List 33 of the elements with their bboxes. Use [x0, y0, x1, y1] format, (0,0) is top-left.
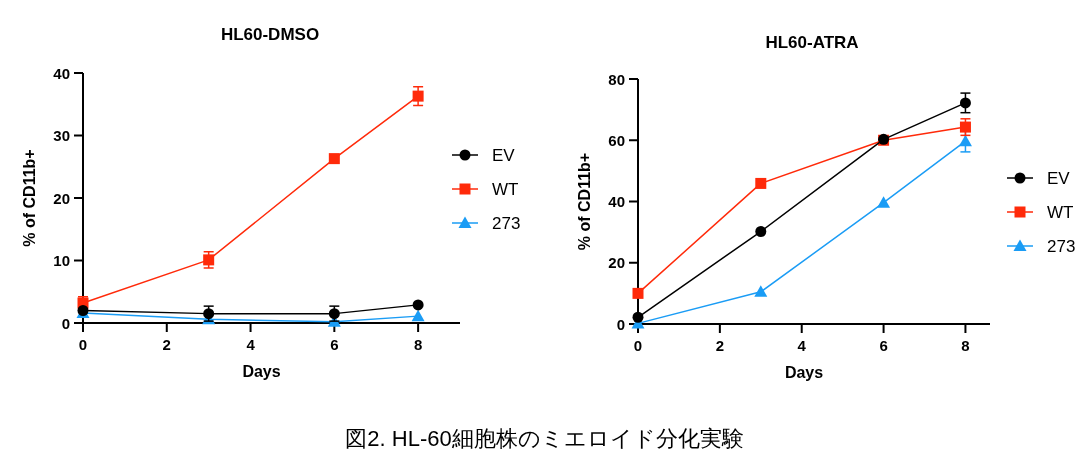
x-tick-label: 4: [246, 336, 256, 353]
legend-label: EV: [492, 146, 516, 165]
y-tick-label: 0: [616, 315, 625, 333]
legend-label: WT: [492, 180, 519, 199]
y-tick-label: 30: [53, 127, 70, 144]
y-tick-label: 60: [608, 131, 625, 149]
x-tick-label: 6: [879, 337, 888, 354]
x-tick-label: 0: [78, 336, 88, 353]
legend-label: 273: [1047, 237, 1076, 256]
y-tick-label: 20: [608, 254, 625, 272]
x-tick-label: 8: [961, 337, 970, 354]
x-axis-title: Days: [242, 363, 281, 380]
y-tick-label: 10: [53, 252, 70, 269]
legend-label: 273: [492, 214, 521, 233]
x-tick-label: 0: [633, 337, 643, 354]
y-axis-title: % of CD11b+: [21, 149, 38, 247]
x-tick-label: 6: [330, 336, 339, 353]
x-tick-label: 2: [162, 336, 171, 353]
y-tick-label: 40: [608, 193, 625, 210]
y-axis-title: % of CD11b+: [576, 152, 593, 251]
y-tick-label: 80: [608, 70, 625, 88]
legend-label: EV: [1047, 169, 1071, 188]
chart-title: HL60-DMSO: [220, 25, 320, 44]
x-tick-label: 8: [413, 336, 423, 353]
x-tick-label: 4: [797, 337, 807, 354]
caption: 図2. HL-60細胞株のミエロイド分化実験: [345, 426, 744, 451]
x-tick-label: 2: [715, 337, 725, 354]
y-tick-label: 40: [53, 64, 70, 82]
x-axis-title: Days: [784, 364, 824, 381]
chart-title: HL60-ATRA: [765, 33, 859, 52]
y-tick-label: 0: [61, 314, 70, 332]
y-tick-label: 20: [53, 189, 70, 207]
legend-label: WT: [1047, 203, 1074, 222]
